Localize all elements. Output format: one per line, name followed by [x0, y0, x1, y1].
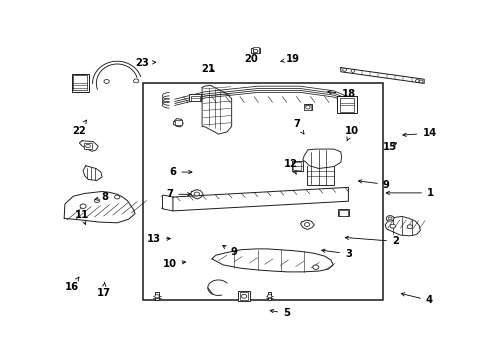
Circle shape — [305, 105, 309, 109]
Circle shape — [94, 199, 100, 203]
Circle shape — [389, 224, 395, 228]
Circle shape — [253, 49, 257, 53]
Text: 4: 4 — [401, 293, 432, 305]
Bar — [304, 105, 311, 110]
Text: 10: 10 — [162, 258, 185, 269]
Text: 11: 11 — [75, 210, 89, 224]
Text: 16: 16 — [64, 277, 79, 292]
Text: 23: 23 — [136, 58, 155, 68]
Circle shape — [350, 69, 354, 72]
Text: 15: 15 — [382, 142, 396, 152]
Text: 5: 5 — [270, 309, 289, 319]
Text: 22: 22 — [72, 120, 86, 135]
Text: 13: 13 — [147, 234, 170, 244]
Text: 19: 19 — [280, 54, 300, 64]
Bar — [337, 209, 348, 216]
Text: 20: 20 — [244, 54, 258, 64]
Circle shape — [114, 195, 120, 199]
Text: 2: 2 — [345, 236, 398, 246]
Text: 3: 3 — [321, 249, 351, 259]
Text: 9: 9 — [358, 180, 389, 190]
Bar — [251, 48, 259, 53]
Circle shape — [104, 80, 109, 84]
Bar — [336, 96, 356, 113]
Circle shape — [304, 222, 309, 226]
Text: 10: 10 — [344, 126, 358, 141]
Circle shape — [418, 80, 422, 83]
Bar — [73, 75, 86, 90]
Text: 21: 21 — [201, 64, 215, 74]
Circle shape — [85, 144, 90, 148]
Text: 6: 6 — [169, 167, 192, 177]
Circle shape — [241, 294, 246, 298]
Bar — [190, 96, 200, 100]
Bar — [303, 104, 311, 110]
Circle shape — [415, 80, 418, 82]
Text: 8: 8 — [95, 192, 108, 202]
Text: 7: 7 — [166, 189, 190, 199]
Bar — [84, 143, 92, 149]
Circle shape — [387, 217, 391, 220]
Text: 12: 12 — [283, 159, 297, 174]
Bar — [189, 94, 201, 102]
Bar — [143, 84, 381, 299]
Text: 17: 17 — [96, 283, 110, 298]
Bar — [339, 210, 347, 216]
Bar — [291, 161, 302, 171]
Bar — [72, 74, 89, 92]
Bar — [175, 120, 182, 125]
Bar — [339, 98, 353, 112]
Circle shape — [133, 79, 139, 83]
Circle shape — [407, 225, 411, 229]
Circle shape — [80, 204, 86, 208]
Circle shape — [194, 192, 199, 196]
Bar — [142, 84, 383, 300]
Circle shape — [342, 68, 346, 71]
Bar — [240, 292, 248, 300]
Bar — [267, 292, 271, 301]
Bar — [252, 48, 258, 53]
Text: 14: 14 — [402, 128, 436, 138]
Circle shape — [154, 294, 159, 298]
Circle shape — [312, 265, 318, 269]
Bar — [238, 291, 249, 301]
Circle shape — [386, 216, 393, 221]
Bar — [155, 292, 159, 300]
Text: 9: 9 — [222, 246, 237, 257]
Text: 18: 18 — [327, 89, 355, 99]
Bar — [292, 162, 301, 170]
Circle shape — [267, 294, 271, 298]
Text: 7: 7 — [293, 118, 304, 134]
Text: 1: 1 — [386, 188, 433, 198]
